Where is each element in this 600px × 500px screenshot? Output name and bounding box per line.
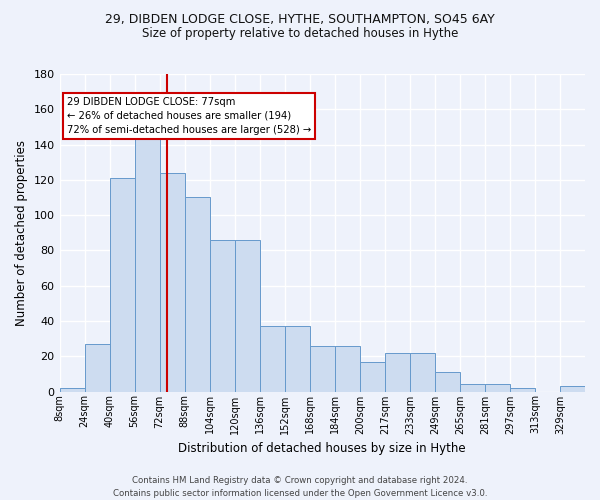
Bar <box>560 386 585 392</box>
Bar <box>59 388 85 392</box>
Bar <box>285 326 310 392</box>
Bar <box>310 346 335 392</box>
Text: 29 DIBDEN LODGE CLOSE: 77sqm
← 26% of detached houses are smaller (194)
72% of s: 29 DIBDEN LODGE CLOSE: 77sqm ← 26% of de… <box>67 97 311 135</box>
Bar <box>510 388 535 392</box>
Y-axis label: Number of detached properties: Number of detached properties <box>15 140 28 326</box>
Bar <box>410 352 435 392</box>
Text: 29, DIBDEN LODGE CLOSE, HYTHE, SOUTHAMPTON, SO45 6AY: 29, DIBDEN LODGE CLOSE, HYTHE, SOUTHAMPT… <box>105 12 495 26</box>
Bar <box>134 138 160 392</box>
Bar <box>435 372 460 392</box>
Bar <box>110 178 134 392</box>
Bar <box>485 384 510 392</box>
Bar <box>160 173 185 392</box>
Bar <box>85 344 110 392</box>
Bar <box>260 326 285 392</box>
Text: Size of property relative to detached houses in Hythe: Size of property relative to detached ho… <box>142 28 458 40</box>
Bar <box>360 362 385 392</box>
X-axis label: Distribution of detached houses by size in Hythe: Distribution of detached houses by size … <box>178 442 466 455</box>
Bar <box>185 198 209 392</box>
Bar <box>209 240 235 392</box>
Bar <box>460 384 485 392</box>
Bar <box>235 240 260 392</box>
Text: Contains HM Land Registry data © Crown copyright and database right 2024.
Contai: Contains HM Land Registry data © Crown c… <box>113 476 487 498</box>
Bar <box>335 346 360 392</box>
Bar <box>385 352 410 392</box>
